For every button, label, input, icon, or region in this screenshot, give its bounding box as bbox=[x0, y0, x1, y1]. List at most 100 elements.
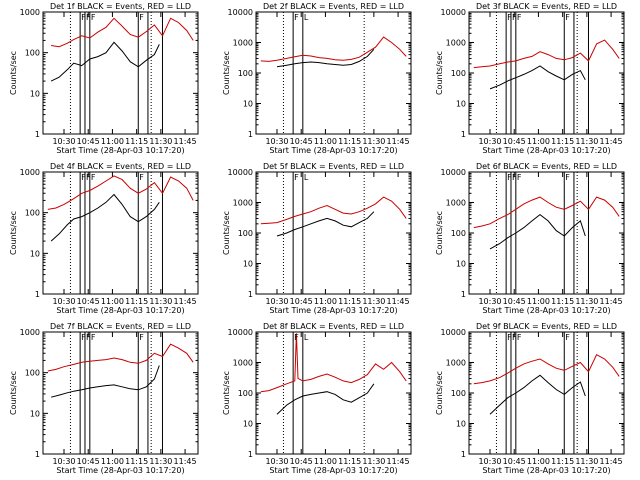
x-tick-label: 11:30 bbox=[149, 457, 172, 466]
y-tick-label: 10 bbox=[456, 100, 466, 109]
y-axis-label: Counts/sec bbox=[435, 211, 444, 255]
x-tick-label: 10:45 bbox=[503, 137, 526, 146]
x-tick-label: 10:45 bbox=[77, 457, 100, 466]
x-tick-label: 10:30 bbox=[478, 137, 501, 146]
y-tick-label: 100 bbox=[238, 69, 253, 78]
x-tick-label: 10:45 bbox=[503, 457, 526, 466]
x-tick-label: 11:15 bbox=[125, 297, 148, 306]
marker-flag-label: F bbox=[507, 13, 512, 22]
panel-title: Det 3f BLACK = Events, RED = LLD bbox=[476, 2, 617, 11]
detector-panel bbox=[42, 171, 199, 295]
series-line-events bbox=[489, 65, 586, 90]
series-line-lld bbox=[260, 333, 407, 393]
y-tick-label: 10000 bbox=[441, 328, 466, 337]
x-tick-label: 10:30 bbox=[265, 297, 288, 306]
series-line-events bbox=[276, 383, 375, 415]
marker-flag-label: F bbox=[294, 173, 299, 182]
x-tick-label: 11:30 bbox=[362, 297, 385, 306]
y-tick-label: 10 bbox=[456, 260, 466, 269]
y-tick-label: 10 bbox=[30, 89, 40, 98]
marker-flag-label: F bbox=[294, 333, 299, 342]
series-line-events bbox=[276, 211, 375, 237]
marker-flag-label: F bbox=[294, 13, 299, 22]
plot-frame bbox=[468, 171, 625, 295]
x-tick-label: 10:30 bbox=[265, 457, 288, 466]
marker-flag-label: F bbox=[517, 333, 522, 342]
panel-title: Det 9f BLACK = Events, RED = LLD bbox=[476, 322, 617, 331]
panel-title: Det 4f BLACK = Events, RED = LLD bbox=[50, 162, 191, 171]
x-tick-label: 11:15 bbox=[551, 137, 574, 146]
y-tick-label: 1000 bbox=[446, 359, 466, 368]
x-tick-label: 10:30 bbox=[478, 457, 501, 466]
detector-panel bbox=[255, 171, 412, 295]
x-tick-label: 10:30 bbox=[265, 137, 288, 146]
series-line-events bbox=[50, 193, 160, 242]
detector-panel bbox=[255, 331, 412, 455]
detector-panel bbox=[468, 331, 625, 455]
plot-frame bbox=[42, 171, 199, 295]
x-axis-label: Start Time (28-Apr-03 10:17:20) bbox=[482, 306, 610, 315]
y-tick-label: 1000 bbox=[20, 168, 40, 177]
y-tick-label: 1 bbox=[35, 130, 40, 139]
y-tick-label: 100 bbox=[451, 389, 466, 398]
x-axis-label: Start Time (28-Apr-03 10:17:20) bbox=[269, 306, 397, 315]
marker-flag-label: F bbox=[507, 173, 512, 182]
marker-flag-label: F bbox=[81, 333, 86, 342]
marker-flag-label: F bbox=[565, 333, 570, 342]
marker-flag-label: F bbox=[517, 13, 522, 22]
x-tick-label: 11:00 bbox=[101, 137, 124, 146]
marker-flag-label: L bbox=[304, 333, 309, 342]
y-axis-label: Counts/sec bbox=[222, 371, 231, 415]
marker-flag-label: F bbox=[91, 173, 96, 182]
plot-frame bbox=[468, 11, 625, 135]
x-tick-label: 11:30 bbox=[362, 137, 385, 146]
x-tick-label: 10:45 bbox=[503, 297, 526, 306]
series-line-events bbox=[50, 41, 160, 82]
panel-title: Det 5f BLACK = Events, RED = LLD bbox=[263, 162, 404, 171]
marker-flag-label: F bbox=[139, 173, 144, 182]
x-axis-label: Start Time (28-Apr-03 10:17:20) bbox=[269, 466, 397, 475]
marker-flag-label: F bbox=[86, 333, 91, 342]
y-tick-label: 10000 bbox=[228, 168, 253, 177]
y-tick-label: 1000 bbox=[446, 199, 466, 208]
x-tick-label: 10:45 bbox=[77, 297, 100, 306]
x-tick-label: 10:30 bbox=[478, 297, 501, 306]
plot-frame bbox=[255, 171, 412, 295]
series-line-lld bbox=[473, 39, 620, 69]
x-tick-label: 10:30 bbox=[52, 297, 75, 306]
marker-flag-label: F bbox=[517, 173, 522, 182]
y-tick-label: 1 bbox=[461, 450, 466, 459]
y-axis-label: Counts/sec bbox=[222, 211, 231, 255]
marker-flag-label: L bbox=[304, 173, 309, 182]
y-tick-label: 10 bbox=[243, 260, 253, 269]
x-tick-label: 10:45 bbox=[77, 137, 100, 146]
x-tick-label: 11:15 bbox=[338, 137, 361, 146]
detector-panel bbox=[468, 11, 625, 135]
x-tick-label: 11:30 bbox=[575, 457, 598, 466]
y-tick-label: 100 bbox=[451, 69, 466, 78]
y-tick-label: 1000 bbox=[233, 359, 253, 368]
y-tick-label: 1000 bbox=[446, 39, 466, 48]
panel-title: Det 8f BLACK = Events, RED = LLD bbox=[263, 322, 404, 331]
series-line-lld bbox=[473, 354, 620, 385]
x-tick-label: 11:30 bbox=[362, 457, 385, 466]
y-axis-label: Counts/sec bbox=[9, 51, 18, 95]
y-tick-label: 10000 bbox=[441, 8, 466, 17]
x-tick-label: 11:45 bbox=[387, 137, 410, 146]
x-tick-label: 11:00 bbox=[527, 137, 550, 146]
x-tick-label: 11:45 bbox=[600, 457, 623, 466]
x-tick-label: 11:00 bbox=[314, 137, 337, 146]
x-tick-label: 11:30 bbox=[575, 137, 598, 146]
y-tick-label: 1000 bbox=[20, 328, 40, 337]
x-tick-label: 10:45 bbox=[290, 297, 313, 306]
x-axis-label: Start Time (28-Apr-03 10:17:20) bbox=[482, 146, 610, 155]
marker-flag-label: F bbox=[81, 13, 86, 22]
x-tick-label: 11:15 bbox=[551, 457, 574, 466]
y-tick-label: 1000 bbox=[233, 39, 253, 48]
series-line-lld bbox=[47, 343, 194, 372]
y-axis-label: Counts/sec bbox=[222, 51, 231, 95]
marker-flag-label: F bbox=[512, 173, 517, 182]
x-tick-label: 11:15 bbox=[551, 297, 574, 306]
y-tick-label: 10 bbox=[30, 409, 40, 418]
series-line-events bbox=[489, 374, 586, 415]
